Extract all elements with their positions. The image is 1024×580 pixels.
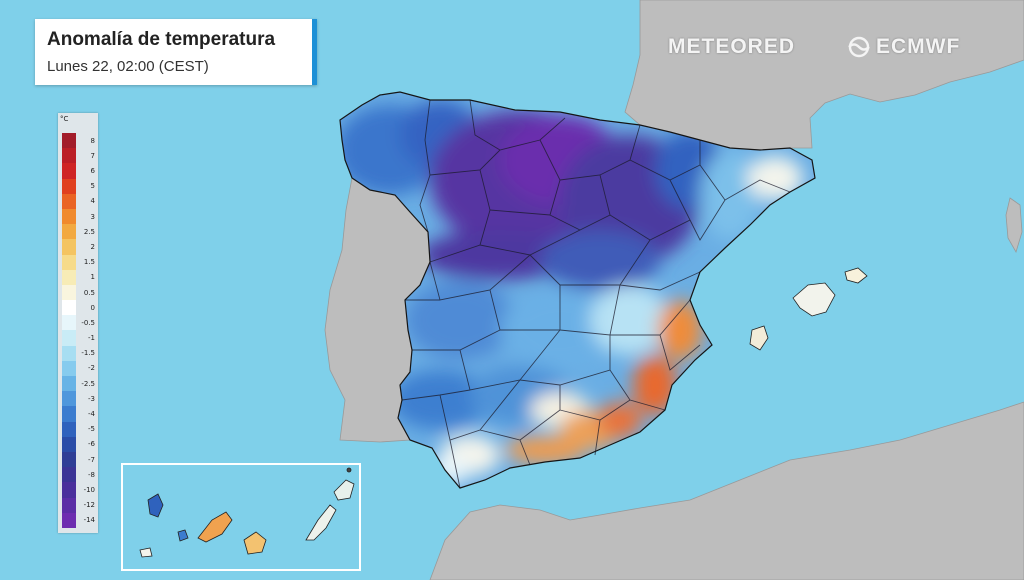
balearic-islands — [749, 267, 868, 351]
legend-swatch — [62, 148, 76, 164]
legend-swatch — [62, 163, 76, 179]
france-land — [624, 0, 1024, 151]
canary-inset-frame — [121, 463, 361, 571]
corsica — [1005, 197, 1023, 254]
legend-label: -6 — [88, 440, 95, 449]
legend-swatch — [62, 284, 76, 301]
map-subtitle: Lunes 22, 02:00 (CEST) — [47, 58, 209, 75]
legend-label: -4 — [88, 410, 95, 419]
legend-label: 0.5 — [83, 288, 95, 297]
legend-swatch — [62, 300, 76, 316]
africa-land — [429, 401, 1024, 580]
legend-swatch — [62, 421, 76, 437]
legend-label: -3 — [88, 394, 95, 403]
legend-label: 6 — [90, 166, 95, 175]
title-card: Anomalía de temperatura Lunes 22, 02:00 … — [35, 19, 317, 85]
legend-label: -2.5 — [81, 379, 95, 388]
spain-outline — [339, 91, 816, 489]
legend-swatch — [62, 330, 76, 346]
legend-swatch — [62, 360, 76, 376]
legend-label: 7 — [90, 151, 95, 160]
legend-unit: °C — [60, 115, 69, 123]
legend-label: -12 — [83, 501, 95, 510]
legend-label: -10 — [83, 486, 95, 495]
legend-swatch — [62, 315, 76, 331]
legend-swatch — [62, 224, 76, 240]
legend-label: -8 — [88, 470, 95, 479]
ecmwf-text: ECMWF — [876, 35, 961, 58]
legend-swatch — [62, 482, 76, 498]
legend-label: -14 — [83, 516, 95, 525]
legend-label: -1.5 — [81, 349, 95, 358]
legend-swatch — [62, 376, 76, 392]
legend-label: 8 — [90, 136, 95, 145]
ecmwf-logo: ECMWF — [846, 35, 960, 59]
legend-labels: 8 7 6 5 4 3 2.5 2 1.5 1 0.5 0 -0.5 -1 -1.5 -2 -2.5 -3 -4 -5… — [75, 133, 95, 528]
legend-color-bar — [62, 133, 76, 528]
legend-swatch — [62, 467, 76, 483]
legend-swatch — [62, 345, 76, 361]
legend-label: -5 — [88, 425, 95, 434]
legend-label: 1.5 — [83, 258, 95, 267]
legend-label: -1 — [88, 334, 95, 343]
legend-label: -2 — [88, 364, 95, 373]
legend-label: -0.5 — [81, 318, 95, 327]
legend-swatch — [62, 436, 76, 452]
legend-swatch — [62, 406, 76, 422]
meteored-logo: METEORED — [668, 35, 796, 58]
legend-swatch — [62, 254, 76, 270]
legend-swatch — [62, 193, 76, 209]
legend-label: 2 — [90, 242, 95, 251]
legend-swatch — [62, 451, 76, 468]
legend-label: 1 — [90, 273, 95, 282]
legend-label: 2.5 — [83, 227, 95, 236]
color-legend: °C 8 7 6 5 4 3 2.5 2 1.5 1 0.5 0 -0.5 -1 -1.5 -2 -2.5 -3 -… — [58, 113, 98, 533]
legend-swatch — [62, 133, 76, 149]
legend-swatch — [62, 391, 76, 407]
legend-label: 3 — [90, 212, 95, 221]
map-title: Anomalía de temperatura — [47, 29, 276, 50]
legend-swatch — [62, 208, 76, 225]
legend-swatch — [62, 497, 76, 513]
legend-label: 4 — [90, 197, 95, 206]
legend-label: 5 — [90, 182, 95, 191]
legend-swatch — [62, 512, 76, 528]
legend-label: -7 — [88, 455, 95, 464]
legend-swatch — [62, 239, 76, 255]
anomaly-field — [340, 100, 803, 485]
legend-label: 0 — [90, 303, 95, 312]
province-borders — [401, 99, 791, 489]
ecmwf-mark-icon — [848, 36, 870, 58]
legend-swatch — [62, 178, 76, 194]
canary-islands — [139, 467, 355, 558]
legend-swatch — [62, 269, 76, 285]
